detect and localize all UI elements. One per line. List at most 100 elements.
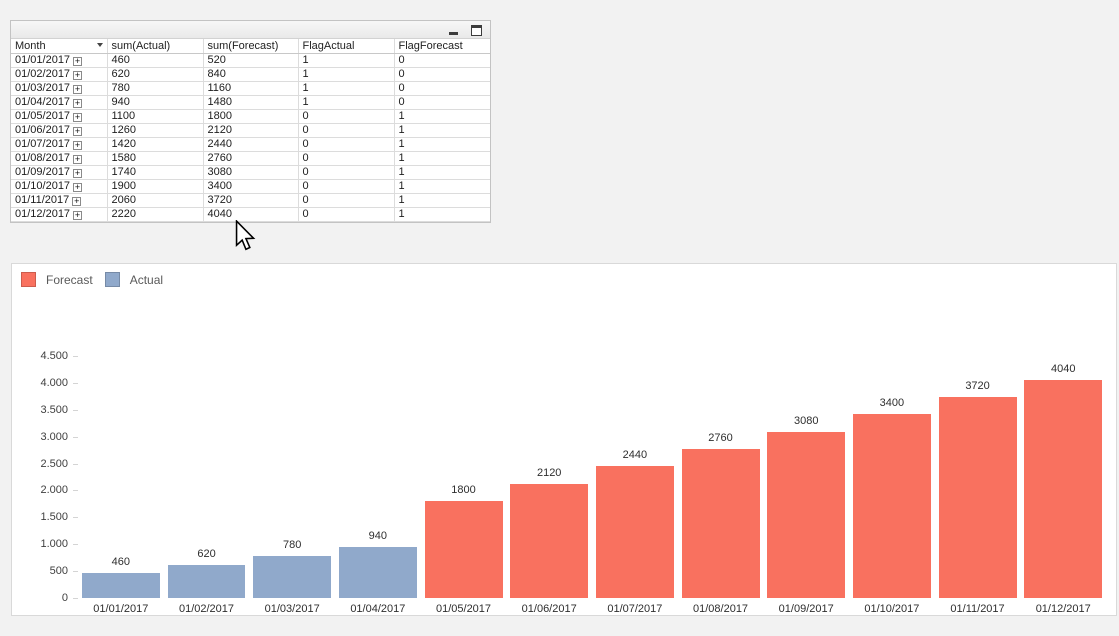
expand-row-button[interactable]: + [73, 210, 83, 220]
flag-forecast-cell[interactable]: 1 [394, 137, 490, 152]
expand-row-button[interactable]: + [73, 56, 83, 66]
flag-actual-cell[interactable]: 1 [298, 81, 395, 96]
flag-forecast-cell[interactable]: 1 [394, 151, 490, 166]
expand-row-button[interactable]: + [73, 126, 83, 136]
expand-row-button[interactable]: + [73, 84, 83, 94]
month-cell[interactable]: 01/10/2017 + [11, 179, 108, 194]
x-axis-label: 01/03/2017 [264, 603, 320, 615]
month-cell[interactable]: 01/09/2017 + [11, 165, 108, 180]
sum-forecast-cell[interactable]: 2760 [203, 151, 299, 166]
sum-actual-cell[interactable]: 620 [107, 67, 204, 82]
expand-row-button[interactable]: + [72, 196, 82, 206]
flag-actual-cell[interactable]: 1 [298, 95, 395, 110]
sum-actual-cell[interactable]: 2060 [107, 193, 204, 208]
bar-forecast[interactable] [510, 484, 589, 598]
bar-forecast[interactable] [852, 414, 931, 598]
month-cell[interactable]: 01/06/2017 + [11, 123, 108, 138]
bar-forecast[interactable] [681, 449, 760, 598]
bar-forecast[interactable] [424, 501, 503, 598]
flag-actual-cell[interactable]: 0 [298, 123, 395, 138]
flag-forecast-cell[interactable]: 1 [394, 179, 490, 194]
column-header-month[interactable]: Month [11, 39, 108, 54]
flag-actual-cell[interactable]: 0 [298, 207, 395, 222]
sum-forecast-cell[interactable]: 1160 [203, 81, 299, 96]
column-header-sum-actual[interactable]: sum(Actual) [107, 39, 204, 54]
flag-forecast-cell[interactable]: 1 [394, 193, 490, 208]
sum-forecast-cell[interactable]: 3080 [203, 165, 299, 180]
flag-actual-cell[interactable]: 1 [298, 67, 395, 82]
y-axis-tick [73, 436, 78, 438]
bar-actual[interactable] [81, 573, 160, 598]
column-header-flag-forecast[interactable]: FlagForecast [394, 39, 490, 54]
bar-forecast[interactable] [938, 397, 1017, 598]
month-cell[interactable]: 01/11/2017 + [11, 193, 108, 208]
sum-actual-cell[interactable]: 460 [107, 53, 204, 68]
minimize-icon [448, 31, 458, 35]
minimize-button[interactable] [446, 24, 460, 36]
sum-actual-cell[interactable]: 1260 [107, 123, 204, 138]
flag-actual-cell[interactable]: 1 [298, 53, 395, 68]
month-cell[interactable]: 01/07/2017 + [11, 137, 108, 152]
flag-actual-cell[interactable]: 0 [298, 137, 395, 152]
flag-forecast-cell[interactable]: 1 [394, 207, 490, 222]
sum-forecast-cell[interactable]: 840 [203, 67, 299, 82]
bar-forecast[interactable] [595, 466, 674, 598]
bar-actual[interactable] [253, 556, 332, 598]
flag-forecast-cell[interactable]: 1 [394, 109, 490, 124]
month-dropdown-icon[interactable] [96, 43, 103, 47]
month-cell[interactable]: 01/12/2017 + [11, 207, 108, 222]
maximize-button[interactable] [469, 24, 483, 36]
flag-actual-cell[interactable]: 0 [298, 151, 395, 166]
sum-actual-cell[interactable]: 780 [107, 81, 204, 96]
flag-forecast-cell[interactable]: 1 [394, 165, 490, 180]
sum-actual-cell[interactable]: 1100 [107, 109, 204, 124]
expand-row-button[interactable]: + [73, 168, 83, 178]
flag-actual-cell[interactable]: 0 [298, 193, 395, 208]
sum-actual-cell[interactable]: 1740 [107, 165, 204, 180]
flag-forecast-cell[interactable]: 1 [394, 123, 490, 138]
column-header-flag-actual[interactable]: FlagActual [298, 39, 395, 54]
flag-forecast-cell[interactable]: 0 [394, 53, 490, 68]
sum-forecast-cell[interactable]: 3400 [203, 179, 299, 194]
flag-forecast-cell[interactable]: 0 [394, 81, 490, 96]
flag-actual-cell[interactable]: 0 [298, 165, 395, 180]
expand-row-button[interactable]: + [73, 154, 83, 164]
sum-forecast-cell[interactable]: 2120 [203, 123, 299, 138]
month-value: 01/06/2017 [15, 124, 71, 136]
flag-forecast-cell[interactable]: 0 [394, 95, 490, 110]
sum-forecast-cell[interactable]: 520 [203, 53, 299, 68]
month-cell[interactable]: 01/08/2017 + [11, 151, 108, 166]
month-cell[interactable]: 01/05/2017 + [11, 109, 108, 124]
sum-actual-cell[interactable]: 940 [107, 95, 204, 110]
expand-row-button[interactable]: + [73, 98, 83, 108]
expand-row-button[interactable]: + [73, 112, 83, 122]
legend-item-forecast[interactable]: Forecast [21, 272, 93, 287]
sum-forecast-cell[interactable]: 1480 [203, 95, 299, 110]
expand-row-button[interactable]: + [73, 70, 83, 80]
expand-row-button[interactable]: + [73, 140, 83, 150]
bar-forecast[interactable] [767, 432, 846, 598]
column-header-sum-forecast[interactable]: sum(Forecast) [203, 39, 299, 54]
flag-actual-cell[interactable]: 0 [298, 109, 395, 124]
sum-forecast-cell[interactable]: 4040 [203, 207, 299, 222]
bar-actual[interactable] [167, 565, 246, 598]
sum-actual-cell[interactable]: 1580 [107, 151, 204, 166]
expand-row-button[interactable]: + [73, 182, 83, 192]
sum-actual-cell[interactable]: 2220 [107, 207, 204, 222]
legend-item-actual[interactable]: Actual [104, 272, 163, 287]
month-cell[interactable]: 01/03/2017 + [11, 81, 108, 96]
sum-forecast-cell[interactable]: 3720 [203, 193, 299, 208]
bar-forecast[interactable] [1024, 380, 1103, 598]
sum-forecast-cell[interactable]: 1800 [203, 109, 299, 124]
sum-actual-cell[interactable]: 1420 [107, 137, 204, 152]
month-cell[interactable]: 01/01/2017 + [11, 53, 108, 68]
y-axis-tick [73, 355, 78, 357]
month-cell[interactable]: 01/02/2017 + [11, 67, 108, 82]
flag-forecast-cell[interactable]: 0 [394, 67, 490, 82]
sum-actual-cell[interactable]: 1900 [107, 179, 204, 194]
bar-actual[interactable] [338, 547, 417, 598]
maximize-icon [470, 24, 482, 36]
sum-forecast-cell[interactable]: 2440 [203, 137, 299, 152]
month-cell[interactable]: 01/04/2017 + [11, 95, 108, 110]
flag-actual-cell[interactable]: 0 [298, 179, 395, 194]
